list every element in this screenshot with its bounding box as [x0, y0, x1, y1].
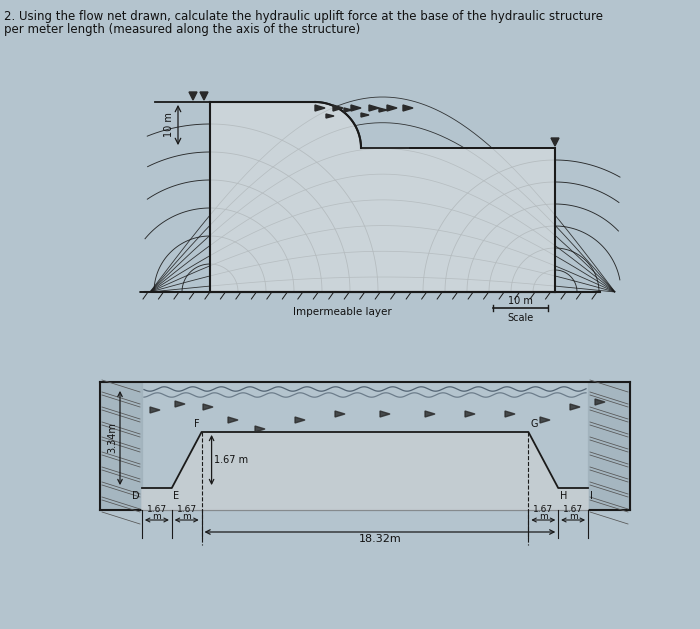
Text: Scale: Scale: [508, 313, 533, 323]
Text: 10 m: 10 m: [508, 296, 533, 306]
Polygon shape: [425, 411, 435, 417]
Text: F: F: [194, 419, 199, 429]
Polygon shape: [333, 105, 343, 111]
Polygon shape: [175, 401, 185, 407]
Text: m: m: [539, 512, 547, 521]
Polygon shape: [379, 108, 387, 112]
Text: H: H: [560, 491, 568, 501]
Polygon shape: [255, 426, 265, 432]
Text: 2. Using the flow net drawn, calculate the hydraulic uplift force at the base of: 2. Using the flow net drawn, calculate t…: [4, 10, 603, 23]
Text: D: D: [132, 491, 140, 501]
Polygon shape: [369, 105, 379, 111]
Polygon shape: [570, 404, 580, 410]
Polygon shape: [387, 105, 397, 111]
Text: 1.67 m: 1.67 m: [214, 455, 248, 465]
Polygon shape: [335, 411, 345, 417]
Text: G: G: [531, 419, 538, 429]
Text: 18.32m: 18.32m: [358, 534, 401, 544]
Polygon shape: [326, 114, 334, 118]
Text: per meter length (measured along the axis of the structure): per meter length (measured along the axi…: [4, 23, 360, 36]
Polygon shape: [203, 404, 213, 410]
Polygon shape: [344, 108, 352, 112]
Text: 10 m: 10 m: [164, 113, 174, 138]
Text: I: I: [590, 491, 593, 501]
Text: 3.34m: 3.34m: [107, 423, 117, 454]
Polygon shape: [588, 382, 630, 510]
Polygon shape: [210, 102, 555, 292]
Text: 1.67: 1.67: [147, 505, 167, 514]
Text: 1.67: 1.67: [533, 505, 554, 514]
Polygon shape: [540, 417, 550, 423]
Polygon shape: [200, 92, 208, 100]
Polygon shape: [380, 411, 390, 417]
Polygon shape: [295, 417, 305, 423]
Text: m: m: [182, 512, 191, 521]
Polygon shape: [142, 432, 588, 510]
Polygon shape: [403, 105, 413, 111]
Text: m: m: [568, 512, 578, 521]
Polygon shape: [361, 113, 369, 117]
Text: m: m: [153, 512, 161, 521]
Polygon shape: [228, 417, 238, 423]
Polygon shape: [465, 411, 475, 417]
Polygon shape: [351, 105, 361, 111]
Polygon shape: [315, 105, 325, 111]
Polygon shape: [150, 407, 160, 413]
Text: 1.67: 1.67: [563, 505, 583, 514]
Polygon shape: [595, 399, 605, 405]
Text: E: E: [173, 491, 179, 501]
Polygon shape: [505, 411, 515, 417]
Text: 1.67: 1.67: [176, 505, 197, 514]
Polygon shape: [189, 92, 197, 100]
Text: Impermeable layer: Impermeable layer: [293, 307, 391, 317]
Polygon shape: [551, 138, 559, 146]
Polygon shape: [100, 382, 142, 510]
